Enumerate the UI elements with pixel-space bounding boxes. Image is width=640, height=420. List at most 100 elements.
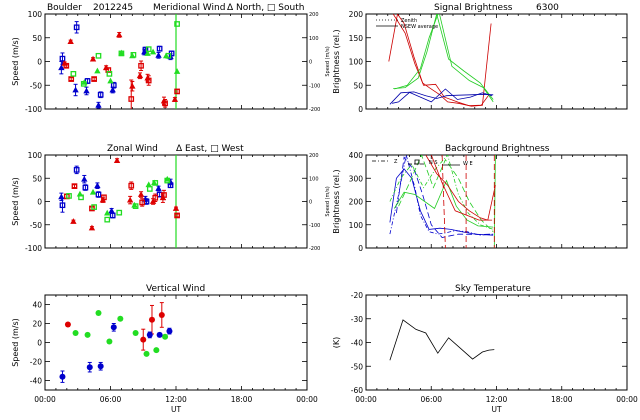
blue-triangle-point: [95, 101, 102, 108]
y-tick-label-right: -100: [309, 83, 320, 89]
y-tick-label: 200: [349, 10, 364, 19]
red-triangle-point: [70, 218, 77, 224]
green-square-point: [66, 193, 72, 199]
x-tick-label: 12:00: [486, 395, 508, 404]
vertical-ylabel: Speed (m/s): [11, 318, 20, 367]
green-2-line: [394, 14, 494, 103]
red-1-line: [388, 14, 492, 107]
legend-we-label: W E: [463, 161, 473, 167]
red-square-point: [91, 76, 97, 82]
green-triangle-point: [107, 77, 114, 84]
red-square-point: [174, 88, 180, 95]
skytemp-title-text: Sky Temperature: [455, 284, 531, 294]
red-square-point: [162, 100, 168, 107]
x-tick-label: 06:00: [420, 395, 442, 404]
y-tick-label: 400: [349, 151, 364, 160]
y-tick-label-right: 0: [309, 200, 312, 206]
y-tick-label: -20: [351, 291, 363, 300]
green-triangle-point: [144, 50, 151, 56]
y-tick-label: 300: [349, 174, 364, 183]
blue-triangle-point: [109, 86, 116, 93]
zonal-ylabel-right: Speed (m/s): [325, 186, 331, 216]
green-circle-point: [117, 315, 124, 322]
blue-triangle-point: [155, 52, 162, 58]
red-triangle-point: [67, 38, 74, 44]
y-tick-label: 0: [37, 198, 42, 207]
green-square-point: [116, 209, 123, 216]
blue-triangle-point: [81, 175, 88, 182]
x-tick-label: 00:00: [34, 395, 56, 404]
skytemp-plot-area: [389, 319, 495, 361]
red-square-point: [152, 194, 159, 201]
green-triangle-point: [173, 68, 181, 74]
y-tick-label-right: -200: [309, 107, 320, 113]
green-circle-point: [162, 333, 169, 340]
red-square-point: [63, 62, 70, 69]
y-tick-label: 100: [349, 58, 364, 67]
signal-plot-area: [388, 14, 494, 107]
x-tick-label: 06:00: [100, 395, 122, 404]
green-square-point: [145, 46, 152, 53]
y-tick-label-right: -200: [309, 246, 320, 252]
blue-2-line: [392, 88, 493, 104]
y-tick-label: -50: [30, 221, 42, 230]
red-triangle-point: [137, 191, 145, 197]
green-circle-point: [153, 347, 160, 354]
y-tick-label: 200: [349, 198, 364, 207]
green-square-point: [165, 52, 172, 59]
x-tick-label: 18:00: [551, 395, 573, 404]
blue-square-point: [97, 91, 104, 98]
site-label: Boulder: [47, 3, 82, 13]
red-2-line: [392, 14, 490, 107]
vertical-xlabel: UT: [171, 405, 181, 414]
red-triangle-point: [116, 31, 123, 38]
green-square-point: [164, 177, 171, 184]
red-triangle-point: [113, 157, 121, 163]
blue-triangle-point: [94, 182, 101, 189]
meridional-ylabel: Speed (m/s): [11, 37, 20, 86]
vertical-frame: [44, 294, 308, 391]
green-square-point: [70, 71, 77, 77]
y-tick-label-right: 0: [309, 60, 312, 66]
green-triangle-point: [104, 209, 111, 216]
background-plot-area: [389, 155, 496, 248]
blue-square-point: [73, 167, 80, 173]
red-triangle-point: [88, 224, 96, 231]
skytemp-ylabel: (K): [332, 337, 341, 349]
green-a-line: [393, 179, 494, 228]
y-tick-label: 50: [32, 34, 42, 43]
skytemp-frame: [365, 294, 628, 391]
red-circle-point: [64, 321, 71, 328]
x-tick-label: 00:00: [296, 395, 318, 404]
blue-circle-point: [146, 331, 153, 338]
skytemp-panel: -20 -30 -40 -50 -60 (K) 00:00 06:00 12:00 18:00 00…: [332, 291, 638, 414]
y-tick-label: -40: [351, 339, 363, 348]
red-triangle-point: [136, 72, 144, 79]
blue-square-point: [110, 82, 117, 89]
green-square-point: [132, 203, 139, 209]
green-triangle-point: [94, 67, 101, 74]
meridional-title: Boulder 2012245 Meridional Wind Δ North,…: [47, 3, 304, 13]
blue-triangle-point: [58, 64, 65, 71]
red-triangle-point: [171, 96, 179, 102]
blue-square-point: [156, 45, 163, 52]
red-square-point: [71, 183, 78, 190]
signal-title-text: Signal Brightness: [434, 3, 513, 13]
green-square-point: [80, 80, 87, 87]
y-tick-label: 0: [358, 105, 363, 114]
background-frame: [365, 154, 628, 249]
y-tick-label: 0: [37, 339, 42, 348]
meridional-panel: 100 200 50 100 0 0 -50 -100 -100 -200 Speed (m/s) S…: [11, 10, 331, 114]
legend-z-label: Z: [394, 159, 398, 165]
red-square-point: [145, 77, 152, 84]
blue-triangle-point: [155, 185, 162, 191]
red-square-point: [68, 76, 75, 82]
green-circle-point: [143, 350, 150, 357]
y-tick-label-right: -100: [309, 223, 320, 229]
y-tick-label: 100: [28, 151, 43, 160]
blue-circle-point: [97, 363, 104, 370]
zonal-plot-area: [58, 155, 180, 248]
blue-square-point: [142, 46, 149, 53]
meridional-legend-text: Δ North, □ South: [227, 3, 304, 13]
